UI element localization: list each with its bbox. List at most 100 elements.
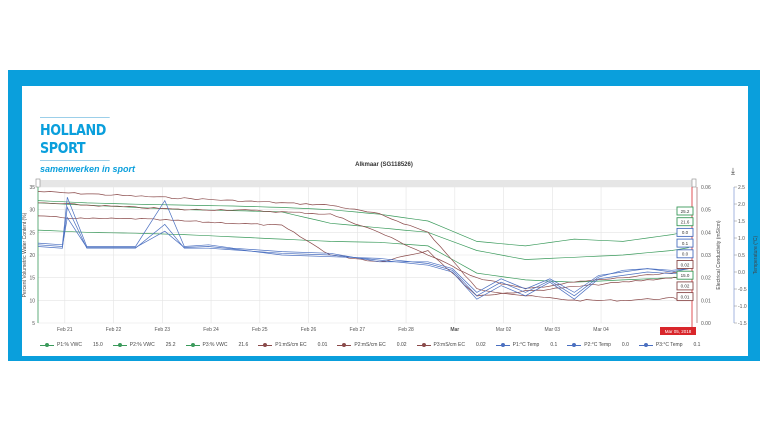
value-flag-label: 21.6 xyxy=(681,220,690,225)
y2-tick-label: 0.01 xyxy=(701,298,711,304)
y2-tick-label: 0.04 xyxy=(701,230,711,236)
value-flag-label: 25.2 xyxy=(681,209,690,214)
legend-value: 0.02 xyxy=(396,342,407,348)
legend: P1:% VWC 15.0 P2:% VWC 25.2 P3:% VWC 21.6 P1:m… xyxy=(40,342,700,348)
value-flag-label: 0.1 xyxy=(682,241,689,246)
value-flag xyxy=(676,217,694,227)
y-tick-label: 25 xyxy=(29,230,35,236)
legend-marker-icon xyxy=(567,343,582,347)
y2-tick-label: 0.05 xyxy=(701,208,711,214)
x-tick-label: Feb 27 xyxy=(350,327,366,333)
legend-item[interactable]: P1:°C Temp 0.1 xyxy=(495,342,558,348)
series-line-1 xyxy=(37,200,689,247)
series-line-3 xyxy=(37,191,689,302)
y-tick-label: 35 xyxy=(29,185,35,191)
series-line-8 xyxy=(37,216,689,297)
value-flag xyxy=(676,292,694,302)
legend-value: 15.0 xyxy=(93,342,103,348)
y-tick-label: 15 xyxy=(29,276,35,282)
x-tick-label: Feb 24 xyxy=(203,327,219,333)
navigator-bar xyxy=(38,180,696,187)
legend-value: 0.0 xyxy=(621,342,629,348)
legend-item[interactable]: P3:% VWC 21.6 xyxy=(185,342,249,348)
legend-label: P2:°C Temp xyxy=(584,342,611,348)
series-line-5 xyxy=(38,202,689,289)
legend-label: P1:% VWC xyxy=(57,342,83,348)
legend-value: 0.1 xyxy=(550,342,558,348)
legend-item[interactable]: P1:mS/cm EC 0.01 xyxy=(258,342,327,348)
legend-label: P2:% VWC xyxy=(129,342,155,348)
x-tick-label: Feb 22 xyxy=(106,327,122,333)
y-tick-label: 30 xyxy=(29,208,35,214)
legend-value: 0.1 xyxy=(693,342,701,348)
y-tick-label: 20 xyxy=(29,253,35,259)
x-tick-label: Feb 23 xyxy=(155,327,171,333)
legend-label: P1:°C Temp xyxy=(512,342,540,348)
legend-item[interactable]: P2:mS/cm EC 0.02 xyxy=(337,342,407,348)
value-flag-label: 0.02 xyxy=(681,284,690,289)
x-tick-label: Mar 04 xyxy=(593,327,609,333)
value-flag xyxy=(676,281,694,291)
value-flag xyxy=(676,270,694,280)
legend-item[interactable]: P3:mS/cm EC 0.02 xyxy=(416,342,486,348)
series-line-7 xyxy=(37,206,689,300)
legend-marker-icon xyxy=(337,343,352,347)
series-line-2 xyxy=(37,202,689,260)
legend-label: P1:mS/cm EC xyxy=(275,342,307,348)
value-flag-label: 0.0 xyxy=(682,230,689,235)
x-tick-label: Feb 28 xyxy=(398,327,414,333)
legend-marker-icon xyxy=(638,343,653,347)
y2-tick-label: 0.02 xyxy=(701,276,711,282)
content-panel xyxy=(22,86,748,356)
x-tick-label: Feb 21 xyxy=(57,327,73,333)
value-flag xyxy=(676,238,694,248)
series-line-4 xyxy=(37,215,689,297)
legend-item[interactable]: P1:% VWC 15.0 xyxy=(40,342,103,348)
legend-label: P3:% VWC xyxy=(202,342,228,348)
logo-brand: HOLLAND SPORT xyxy=(40,117,110,161)
y3-tick-label: 0.5 xyxy=(738,253,745,259)
y3-tick-label: -0.5 xyxy=(738,287,747,293)
x-tick-label: Mar 03 xyxy=(545,327,561,333)
y2-axis-title: Electrical Conductivity (mS/cm) xyxy=(716,220,722,290)
legend-marker-icon xyxy=(416,343,431,347)
legend-label: P3:mS/cm EC xyxy=(433,342,465,348)
y-tick-label: 10 xyxy=(29,298,35,304)
value-flag-label: 0.0 xyxy=(682,252,689,257)
legend-item[interactable]: P2:°C Temp 0.0 xyxy=(567,342,629,348)
value-flag xyxy=(676,260,694,269)
legend-value: 21.6 xyxy=(238,342,249,348)
legend-label: P2:mS/cm EC xyxy=(354,342,386,348)
legend-marker-icon xyxy=(258,343,273,347)
download-icon[interactable]: ⤓ xyxy=(731,166,735,176)
y-tick-label: 5 xyxy=(32,321,35,327)
value-flag xyxy=(676,206,694,216)
legend-value: 0.01 xyxy=(317,342,328,348)
x-tick-label: Mar 02 xyxy=(496,327,512,333)
legend-value: 0.02 xyxy=(475,342,486,348)
y2-tick-label: 0.06 xyxy=(701,185,711,191)
legend-item[interactable]: P3:°C Temp 0.1 xyxy=(638,342,701,348)
legend-marker-icon xyxy=(495,343,510,347)
y-axis-title: Percent Volumetric Water Content (%) xyxy=(22,212,28,297)
value-flag xyxy=(676,249,694,259)
x-tick-label: Feb 26 xyxy=(301,327,317,333)
legend-item[interactable]: P2:% VWC 25.2 xyxy=(112,342,176,348)
series-line-6 xyxy=(37,197,689,293)
series-line-0 xyxy=(37,229,689,283)
x-tick-label: Mar xyxy=(450,327,459,333)
y3-tick-label: -1.5 xyxy=(738,321,747,327)
y3-tick-label: 1.5 xyxy=(738,219,745,225)
legend-label: P3:°C Temp xyxy=(655,342,683,348)
y3-tick-label: -1.0 xyxy=(738,304,747,310)
y2-tick-label: 0.00 xyxy=(701,321,711,327)
cursor-date-badge xyxy=(660,327,696,335)
chart-title: Alkmaar (SG118526) xyxy=(355,162,413,168)
legend-marker-icon xyxy=(185,343,200,347)
y3-tick-label: 2.0 xyxy=(738,202,745,208)
y2-tick-label: 0.03 xyxy=(701,253,711,259)
value-flag-label: 0.01 xyxy=(681,294,690,299)
y3-tick-label: 0.0 xyxy=(738,270,745,276)
value-flag-label: 15.0 xyxy=(681,273,690,278)
